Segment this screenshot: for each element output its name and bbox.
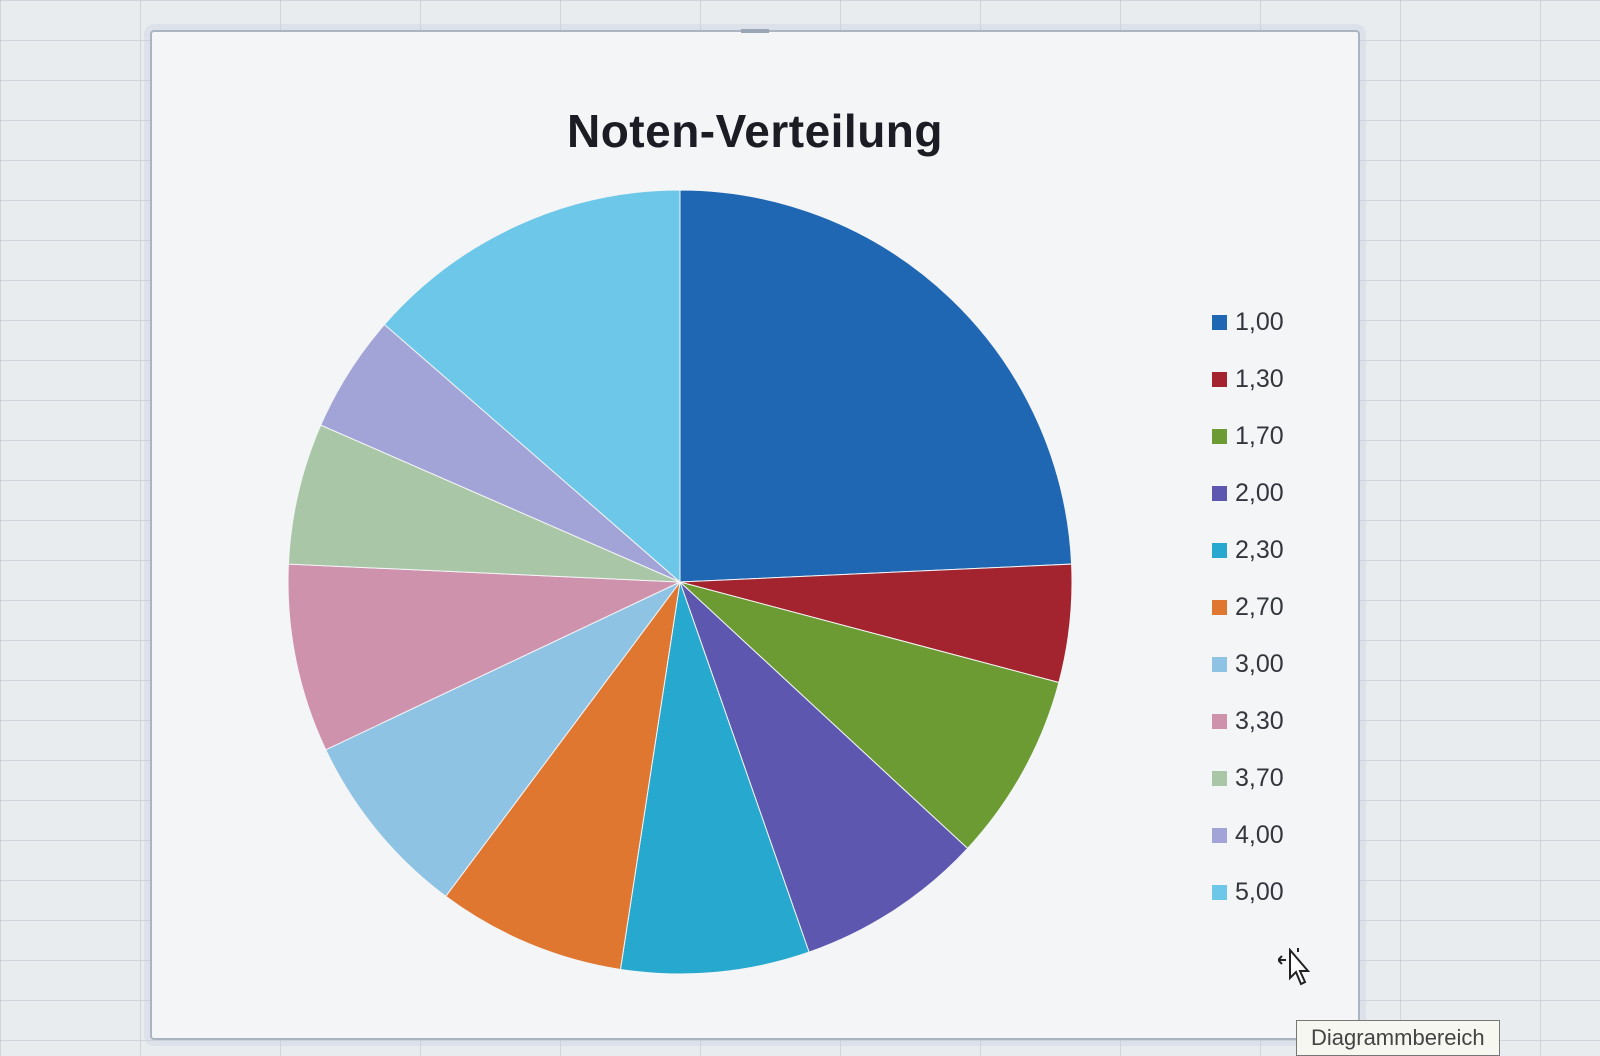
pie-slice-5[interactable] [619,581,810,975]
pie-slice-4[interactable] [679,581,969,953]
legend-item[interactable]: 2,30 [1212,522,1284,579]
chart-title: Noten-Verteilung [566,105,944,157]
pie-chart [287,189,1073,975]
legend-item[interactable]: 3,30 [1212,693,1284,750]
legend-swatch [1212,885,1227,900]
legend-swatch [1212,771,1227,786]
legend-item[interactable]: 1,70 [1212,408,1284,465]
legend-label: 2,30 [1235,536,1284,564]
legend-swatch [1212,657,1227,672]
pie-slice-6[interactable] [445,581,681,971]
legend-label: 2,00 [1235,479,1284,507]
legend-swatch [1212,600,1227,615]
pie-slice-1[interactable] [679,189,1073,583]
legend-item[interactable]: 3,70 [1212,750,1284,807]
legend-item[interactable]: 3,00 [1212,636,1284,693]
legend-label: 1,00 [1235,308,1284,336]
chart-legend: 1,00 1,30 1,70 2,00 2,30 2,70 3,00 3,30 3,70 4,00… [1212,294,1284,921]
legend-label: 4,00 [1235,821,1284,849]
pie-slice-9[interactable] [287,424,681,583]
legend-swatch [1212,543,1227,558]
legend-swatch [1212,486,1227,501]
legend-item[interactable]: 1,30 [1212,351,1284,408]
legend-swatch [1212,714,1227,729]
legend-label: 5,00 [1235,878,1284,906]
legend-label: 3,30 [1235,707,1284,735]
legend-item[interactable]: 2,00 [1212,465,1284,522]
legend-swatch [1212,372,1227,387]
legend-item[interactable]: 5,00 [1212,864,1284,921]
pie-slice-11[interactable] [383,189,681,584]
tooltip: Diagrammbereich [1296,1020,1500,1056]
legend-swatch [1212,828,1227,843]
legend-item[interactable]: 1,00 [1212,294,1284,351]
move-pointer-icon [1276,946,1318,1003]
legend-label: 3,70 [1235,764,1284,792]
legend-label: 2,70 [1235,593,1284,621]
pie-slice-3[interactable] [679,581,1060,850]
legend-swatch [1212,315,1227,330]
legend-label: 1,70 [1235,422,1284,450]
chart-area[interactable]: Noten-Verteilung 1,00 1,30 1,70 2,00 2,30 2,7… [150,29,1360,1040]
pie-slice-7[interactable] [325,581,681,897]
pie-slice-8[interactable] [287,563,681,751]
legend-label: 3,00 [1235,650,1284,678]
legend-swatch [1212,429,1227,444]
legend-item[interactable]: 2,70 [1212,579,1284,636]
legend-item[interactable]: 4,00 [1212,807,1284,864]
chart-resize-handle-top[interactable] [741,29,769,33]
legend-label: 1,30 [1235,365,1284,393]
